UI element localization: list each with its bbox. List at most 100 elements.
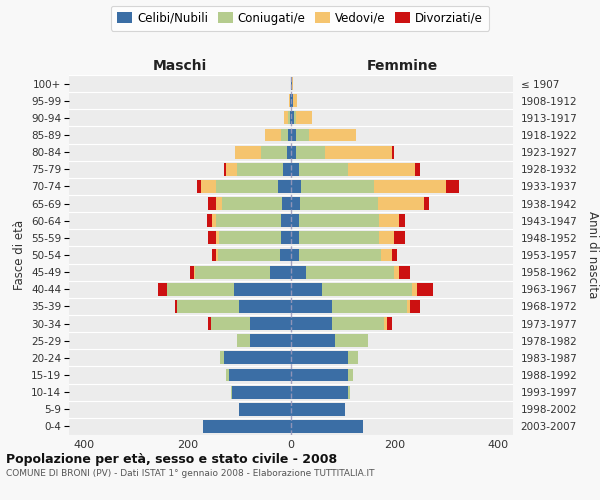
Bar [281, 232, 291, 244]
Bar [158, 283, 167, 296]
Bar [348, 386, 350, 398]
Bar [407, 300, 410, 313]
Bar [216, 232, 219, 244]
Bar [424, 197, 430, 210]
Bar [309, 128, 356, 141]
Bar [230, 386, 232, 398]
Bar [293, 94, 297, 107]
Bar [232, 386, 291, 398]
Bar [281, 214, 291, 227]
Bar [379, 232, 394, 244]
Bar [224, 163, 226, 175]
Bar [208, 317, 211, 330]
Bar [291, 334, 335, 347]
Bar [175, 300, 178, 313]
Bar [348, 368, 353, 382]
Bar [292, 77, 293, 90]
Bar [291, 368, 348, 382]
Bar [291, 248, 299, 262]
Bar [237, 334, 250, 347]
Bar [212, 248, 216, 262]
Bar [332, 300, 407, 313]
Bar [208, 197, 216, 210]
Bar [265, 128, 281, 141]
Bar [291, 163, 299, 175]
Bar [374, 180, 446, 193]
Bar [296, 112, 311, 124]
Bar [226, 368, 229, 382]
Bar [379, 214, 400, 227]
Bar [382, 248, 392, 262]
Bar [250, 317, 291, 330]
Bar [197, 180, 200, 193]
Bar [291, 214, 299, 227]
Bar [200, 180, 216, 193]
Bar [291, 403, 345, 415]
Bar [239, 403, 291, 415]
Bar [178, 300, 239, 313]
Bar [208, 232, 216, 244]
Bar [291, 283, 322, 296]
Bar [289, 112, 290, 124]
Bar [296, 128, 309, 141]
Bar [218, 248, 280, 262]
Bar [234, 283, 291, 296]
Y-axis label: Fasce di età: Fasce di età [13, 220, 26, 290]
Bar [386, 317, 392, 330]
Bar [299, 232, 379, 244]
Bar [392, 146, 394, 158]
Bar [239, 300, 291, 313]
Text: COMUNE DI BRONI (PV) - Dati ISTAT 1° gennaio 2008 - Elaborazione TUTTITALIA.IT: COMUNE DI BRONI (PV) - Dati ISTAT 1° gen… [6, 469, 374, 478]
Bar [291, 420, 363, 433]
Bar [291, 180, 301, 193]
Bar [384, 317, 386, 330]
Bar [211, 317, 250, 330]
Bar [335, 334, 368, 347]
Bar [322, 283, 412, 296]
Bar [291, 197, 300, 210]
Bar [216, 197, 223, 210]
Bar [261, 146, 287, 158]
Bar [325, 146, 392, 158]
Y-axis label: Anni di nascita: Anni di nascita [586, 212, 599, 298]
Bar [293, 112, 296, 124]
Bar [250, 334, 291, 347]
Bar [278, 180, 291, 193]
Bar [291, 128, 296, 141]
Bar [196, 266, 271, 278]
Bar [400, 266, 410, 278]
Bar [418, 283, 433, 296]
Bar [348, 163, 415, 175]
Text: Popolazione per età, sesso e stato civile - 2008: Popolazione per età, sesso e stato civil… [6, 452, 337, 466]
Bar [299, 214, 379, 227]
Bar [223, 197, 282, 210]
Bar [291, 266, 307, 278]
Bar [415, 163, 420, 175]
Bar [410, 300, 420, 313]
Bar [291, 352, 348, 364]
Bar [378, 197, 424, 210]
Text: Maschi: Maschi [153, 58, 207, 72]
Bar [300, 197, 378, 210]
Bar [291, 112, 293, 124]
Bar [287, 146, 291, 158]
Bar [224, 352, 291, 364]
Bar [291, 386, 348, 398]
Bar [271, 266, 291, 278]
Bar [289, 94, 290, 107]
Bar [194, 266, 196, 278]
Bar [283, 163, 291, 175]
Legend: Celibi/Nubili, Coniugati/e, Vedovi/e, Divorziati/e: Celibi/Nubili, Coniugati/e, Vedovi/e, Di… [111, 6, 489, 30]
Bar [281, 128, 289, 141]
Bar [235, 146, 261, 158]
Bar [216, 248, 218, 262]
Bar [291, 317, 332, 330]
Bar [282, 197, 291, 210]
Bar [394, 232, 404, 244]
Bar [332, 317, 384, 330]
Bar [237, 163, 283, 175]
Bar [212, 214, 216, 227]
Bar [280, 248, 291, 262]
Bar [220, 352, 224, 364]
Bar [219, 232, 281, 244]
